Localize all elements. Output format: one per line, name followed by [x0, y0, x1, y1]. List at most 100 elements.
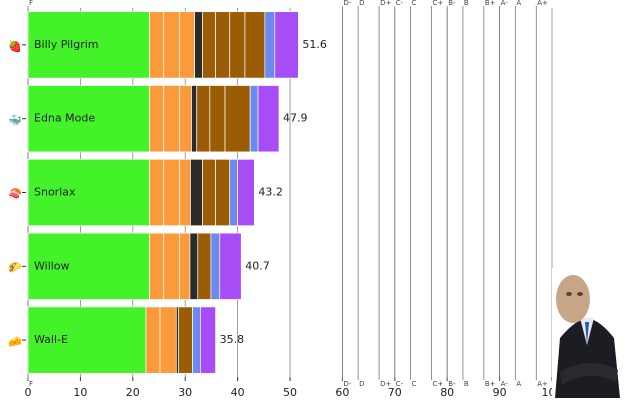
bar-segment [163, 232, 180, 300]
bar-segment [202, 158, 216, 227]
bar-segment [219, 232, 242, 300]
bar-segment [202, 11, 216, 79]
bar-segment [209, 85, 226, 153]
eye [566, 292, 572, 296]
grade-label-bottom: C [412, 380, 417, 388]
meme-figure [552, 268, 622, 398]
grade-label-bottom: A- [501, 380, 509, 388]
bar-segment [27, 85, 150, 153]
bar-segment [210, 232, 221, 300]
category-icons: 🍓 🐳 🍣 🌮 🧀 [8, 40, 22, 348]
bar-segment [179, 85, 192, 153]
category-label: Billy Pilgrim [34, 38, 99, 51]
category-label: Edna Mode [34, 112, 95, 125]
x-tick-label: 70 [388, 386, 402, 399]
bar-segment [27, 306, 147, 374]
bar-segment [200, 306, 216, 374]
tie [585, 322, 589, 344]
bar-segment [163, 85, 180, 153]
grade-label-top: A+ [537, 0, 548, 7]
x-tick-label: 30 [178, 386, 192, 399]
head [556, 275, 590, 323]
grade-label-top: A [516, 0, 521, 7]
bar-segment [215, 158, 231, 227]
bar-segment [197, 232, 212, 300]
total-label: 43.2 [258, 186, 283, 199]
x-tick-label: 40 [231, 386, 245, 399]
arms [560, 362, 618, 385]
bar-segment [163, 11, 180, 79]
x-tick-label: 20 [126, 386, 140, 399]
bar-segment [194, 11, 203, 79]
total-label: 35.8 [220, 333, 245, 346]
bar-segment [178, 306, 193, 374]
x-tick-label: 50 [283, 386, 297, 399]
x-tick-label: 80 [440, 386, 454, 399]
grade-label-top: D+ [380, 0, 391, 7]
grade-label-top: C+ [432, 0, 443, 7]
bar-segment [149, 11, 165, 79]
grade-label-bottom: B+ [485, 380, 496, 388]
bar-segment [224, 85, 251, 153]
plot: 0102030405060708090100FFD-D-DDD+D+C-C-CC… [22, 0, 563, 399]
grade-label-top: A- [501, 0, 509, 7]
grade-label-top: B [464, 0, 469, 7]
bar-segment [237, 158, 255, 227]
bar-segment [229, 11, 246, 79]
category-label: Wall-E [34, 333, 68, 346]
grade-label-bottom: A [516, 380, 521, 388]
x-tick-label: 0 [25, 386, 32, 399]
x-tick-label: 90 [493, 386, 507, 399]
bar-segment [229, 158, 238, 227]
x-tick-label: 10 [73, 386, 87, 399]
grade-label-bottom: C+ [432, 380, 443, 388]
grade-label-top: D [359, 0, 364, 7]
icon: 🌮 [8, 261, 22, 274]
bar-segment [179, 232, 191, 300]
grade-label-bottom: D- [343, 380, 351, 388]
bar-segment [215, 11, 231, 79]
bar-segment [149, 232, 165, 300]
grade-label-top: B- [448, 0, 456, 7]
grade-label-bottom: D+ [380, 380, 391, 388]
grade-label-top: C [412, 0, 417, 7]
grade-label-top: B+ [485, 0, 496, 7]
category-label: Willow [34, 259, 70, 272]
grade-label-bottom: B [464, 380, 469, 388]
grade-label-bottom: F [29, 380, 33, 388]
bar-segment [27, 11, 150, 79]
total-label: 51.6 [302, 38, 327, 51]
x-tick-label: 60 [335, 386, 349, 399]
bar-segment [27, 232, 150, 300]
bar-segment [159, 306, 177, 374]
bar-segment [179, 158, 191, 227]
icon: 🍓 [8, 40, 22, 53]
bar-segment [192, 306, 201, 374]
bar-segment [189, 232, 199, 300]
bar-segment [264, 11, 276, 79]
bar-segment [274, 11, 299, 79]
bar-segment [249, 85, 259, 153]
bar-segment [191, 85, 198, 153]
grade-label-top: F [29, 0, 33, 7]
bar-segment [244, 11, 266, 79]
icon: 🐳 [8, 114, 22, 127]
bar-segment [145, 306, 161, 374]
bar-segment [149, 85, 165, 153]
bar-segment [163, 158, 180, 227]
icon: 🧀 [8, 335, 22, 348]
icon: 🍣 [8, 187, 22, 201]
eye [577, 292, 583, 296]
grade-label-top: C- [396, 0, 404, 7]
grade-label-bottom: A+ [537, 380, 548, 388]
grade-label-bottom: C- [396, 380, 404, 388]
grade-label-bottom: B- [448, 380, 456, 388]
bar-segment [179, 11, 195, 79]
bar-segment [196, 85, 211, 153]
bar-segment [149, 158, 165, 227]
bar-segment [27, 158, 150, 227]
bar-segment [257, 85, 280, 153]
grade-label-top: D- [343, 0, 351, 7]
total-label: 47.9 [283, 112, 308, 125]
